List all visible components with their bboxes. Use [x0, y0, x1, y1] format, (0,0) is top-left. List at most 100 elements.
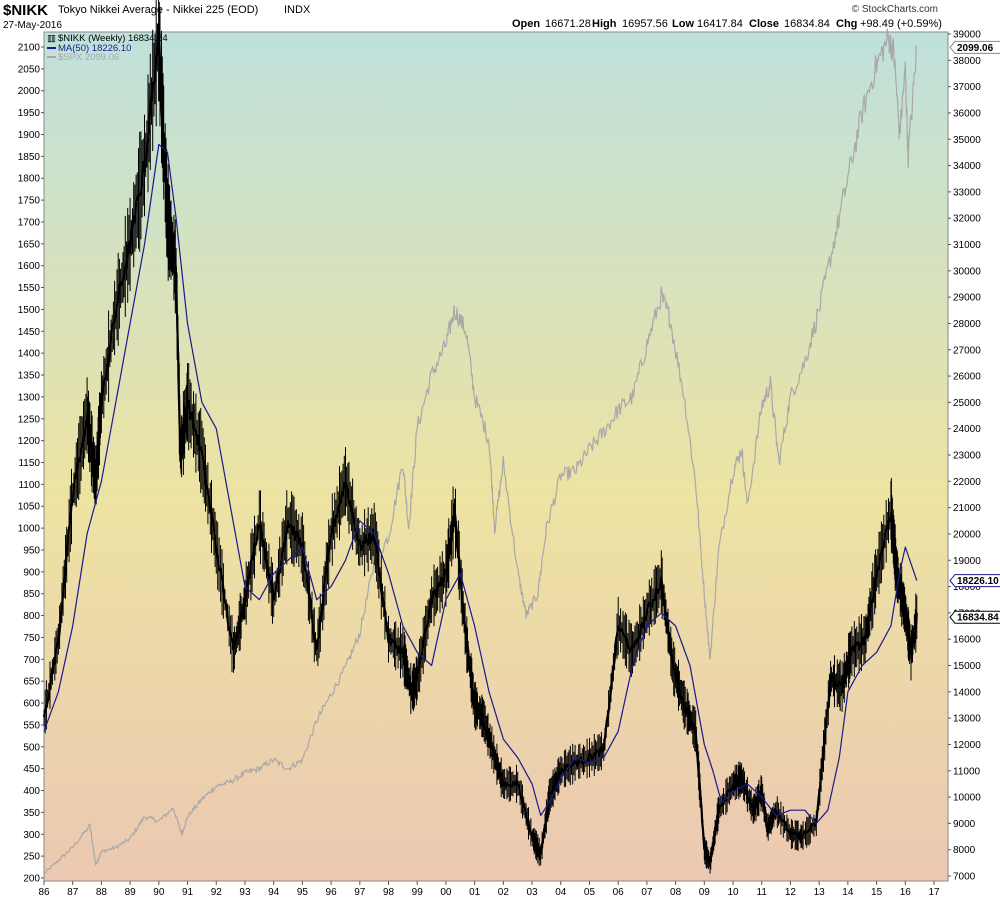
chg-value: +98.49 (+0.59%) — [860, 18, 942, 30]
left-tick-label: 1950 — [18, 108, 41, 119]
left-tick-label: 350 — [23, 808, 40, 819]
left-axis: 200 250 300 350 400 450 500 550 600 650 700 750 800 8… — [18, 43, 44, 885]
close-value: 16834.84 — [784, 18, 830, 30]
right-tick-label: 14000 — [953, 687, 981, 698]
x-tick-label: 86 — [38, 887, 50, 898]
x-tick-label: 98 — [383, 887, 395, 898]
right-tick-label: 39000 — [953, 30, 981, 41]
left-tick-label: 450 — [23, 764, 40, 775]
x-tick-label: 16 — [900, 887, 912, 898]
nikk-last-tag-box — [949, 610, 1000, 624]
left-tick-label: 750 — [23, 633, 40, 644]
plot-area — [43, 31, 949, 882]
x-tick-label: 12 — [785, 887, 797, 898]
nikk-series — [42, 0, 918, 874]
right-tick-label: 11000 — [953, 766, 981, 777]
left-tick-label: 1400 — [18, 349, 41, 360]
x-tick-label: 11 — [757, 887, 768, 898]
right-tick-label: 30000 — [953, 266, 981, 277]
left-tick-label: 200 — [23, 874, 40, 885]
left-tick-label: 400 — [23, 786, 40, 797]
x-tick-label: 09 — [699, 887, 711, 898]
x-tick-label: 92 — [211, 887, 223, 898]
left-tick-label: 250 — [23, 852, 40, 863]
open-label: Open — [512, 18, 540, 30]
ohlc-readout: Open 16671.28 High 16957.56 Low 16417.84… — [512, 18, 942, 30]
right-tick-label: 15000 — [953, 661, 981, 672]
header-exchange: INDX — [284, 4, 311, 16]
right-tick-label: 13000 — [953, 714, 981, 725]
low-label: Low — [672, 18, 694, 30]
x-tick-label: 94 — [268, 887, 280, 898]
ma-line — [43, 143, 918, 824]
x-tick-label: 96 — [326, 887, 338, 898]
x-tick-label: 02 — [498, 887, 510, 898]
stockcharts-credit: © StockCharts.com — [852, 4, 938, 15]
left-tick-label: 1250 — [18, 414, 41, 425]
right-tick-label: 38000 — [953, 56, 981, 67]
right-tick-label: 27000 — [953, 345, 981, 356]
right-tick-label: 12000 — [953, 740, 981, 751]
high-label: High — [592, 18, 617, 30]
high-value: 16957.56 — [622, 18, 668, 30]
ma-last-tag-text: 18226.10 — [957, 576, 999, 587]
left-tick-label: 1100 — [18, 480, 40, 491]
right-tick-label: 25000 — [953, 398, 981, 409]
left-tick-label: 1850 — [18, 152, 41, 163]
right-tick-label: 10000 — [953, 793, 981, 804]
right-tick-label: 9000 — [953, 819, 976, 830]
ma-last-tag-box — [949, 574, 1000, 588]
left-tick-label: 500 — [23, 742, 40, 753]
x-tick-label: 04 — [555, 887, 567, 898]
right-tick-label: 24000 — [953, 424, 981, 435]
right-tick-label: 37000 — [953, 82, 981, 93]
left-tick-label: 1700 — [18, 217, 41, 228]
x-tick-label: 07 — [641, 887, 653, 898]
left-tick-label: 1600 — [18, 261, 41, 272]
right-tick-label: 32000 — [953, 214, 981, 225]
x-tick-label: 06 — [613, 887, 625, 898]
x-tick-label: 91 — [182, 887, 194, 898]
left-tick-label: 700 — [23, 655, 40, 666]
left-tick-label: 800 — [23, 611, 40, 622]
right-tick-label: 20000 — [953, 529, 981, 540]
x-tick-label: 95 — [297, 887, 309, 898]
right-tick-label: 23000 — [953, 451, 981, 462]
right-tick-label: 28000 — [953, 319, 981, 330]
left-tick-label: 650 — [23, 677, 40, 688]
left-tick-label: 300 — [23, 830, 40, 841]
left-tick-label: 1650 — [18, 239, 41, 250]
left-tick-label: 1200 — [18, 436, 41, 447]
x-tick-label: 01 — [469, 887, 481, 898]
x-tick-label: 87 — [67, 887, 79, 898]
chg-label: Chg — [836, 18, 857, 30]
left-tick-label: 900 — [23, 567, 40, 578]
right-tick-label: 22000 — [953, 477, 981, 488]
right-tick-label: 35000 — [953, 135, 981, 146]
left-tick-label: 1500 — [18, 305, 41, 316]
right-tick-label: 36000 — [953, 108, 981, 119]
open-value: 16671.28 — [545, 18, 591, 30]
spx-line — [44, 28, 918, 874]
header-symbol: $NIKK — [3, 2, 48, 19]
series-layer — [42, 0, 918, 874]
x-tick-label: 88 — [96, 887, 108, 898]
x-tick-label: 03 — [527, 887, 539, 898]
right-tick-label: 16000 — [953, 635, 981, 646]
legend-ma: MA(50) 18226.10 — [58, 43, 131, 54]
left-tick-label: 1000 — [18, 524, 41, 535]
x-tick-label: 00 — [440, 887, 452, 898]
legend-spx: $SPX 2099.06 — [58, 52, 119, 63]
right-tick-label: 7000 — [953, 872, 976, 883]
right-tick-label: 33000 — [953, 187, 981, 198]
spx-last-tag-box — [949, 40, 1000, 54]
legend-nikk: $NIKK (Weekly) 16834.84 — [58, 33, 168, 44]
x-tick-label: 05 — [584, 887, 596, 898]
left-tick-label: 2000 — [18, 86, 41, 97]
left-tick-label: 1050 — [18, 502, 41, 513]
right-tick-label: 18000 — [953, 582, 981, 593]
x-tick-label: 97 — [354, 887, 366, 898]
x-tick-label: 90 — [153, 887, 165, 898]
left-tick-label: 1300 — [18, 392, 41, 403]
